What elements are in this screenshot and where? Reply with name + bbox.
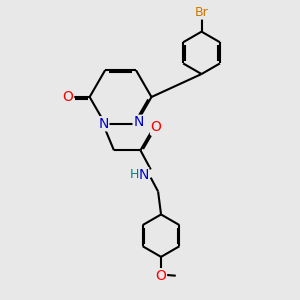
Text: H: H	[130, 168, 139, 181]
Text: Br: Br	[195, 6, 208, 19]
Text: O: O	[151, 120, 161, 134]
Text: O: O	[156, 269, 167, 283]
Text: O: O	[63, 90, 74, 104]
Text: N: N	[133, 115, 144, 129]
Text: N: N	[138, 168, 148, 182]
Text: N: N	[98, 117, 109, 131]
